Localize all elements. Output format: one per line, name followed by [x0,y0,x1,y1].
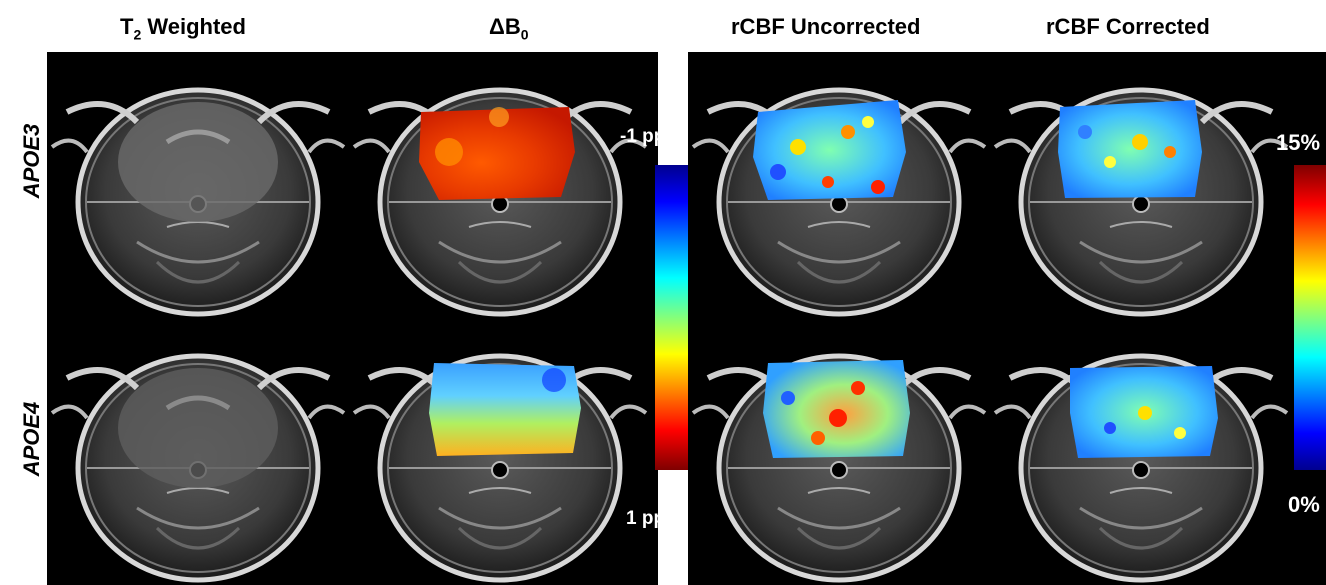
header-rcbf-corrected: rCBF Corrected [1046,14,1210,39]
colorbar-b0 [655,165,688,470]
image-t2-apoe4 [47,318,349,584]
row-label-apoe3: APOE3 [19,123,44,199]
header-t2-weighted: T2 Weighted [120,14,246,43]
image-b0-apoe3 [349,52,651,318]
image-rcbf-uncorrected-apoe4 [688,318,990,584]
colorbar-rcbf-top-label: 15% [1276,130,1321,155]
image-rcbf-corrected-apoe4 [990,318,1292,584]
header-rcbf-uncorrected: rCBF Uncorrected [731,14,921,39]
image-rcbf-uncorrected-apoe3 [688,52,990,318]
colorbar-b0-top-label: -1 ppm [620,126,683,147]
image-t2-apoe3 [47,52,349,318]
colorbar-rcbf-bottom-label: 0% [1288,492,1320,517]
image-b0-apoe4 [349,318,651,584]
colorbar-b0-bottom-label: 1 ppm [626,508,682,529]
colorbar-rcbf [1294,165,1326,470]
image-rcbf-corrected-apoe3 [990,52,1292,318]
row-label-apoe4: APOE4 [19,401,44,477]
header-delta-b0: ΔB0 [489,14,529,43]
